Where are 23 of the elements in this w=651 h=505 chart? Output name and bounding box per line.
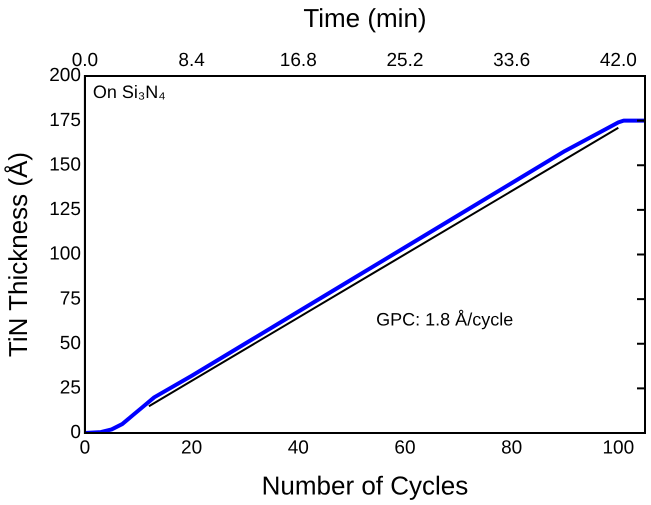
x2-tick-label: 33.6 (493, 50, 530, 71)
x-tick-label: 100 (602, 438, 634, 459)
x2-tick-label: 16.8 (280, 50, 317, 71)
x-tick-label: 40 (288, 438, 309, 459)
annotation: GPC: 1.8 Å/cycle (376, 310, 514, 330)
x-tick-label: 20 (181, 438, 202, 459)
x2-tick-label: 8.4 (178, 50, 206, 71)
x-axis-title: Number of Cycles (262, 470, 468, 501)
x2-tick-label: 25.2 (386, 50, 424, 71)
y-tick-label: 100 (49, 244, 81, 265)
y-tick-label: 75 (60, 288, 81, 310)
y-tick-label: 175 (49, 110, 81, 131)
y-axis-title: TiN Thickness (Å) (2, 152, 33, 358)
y-tick-label: 0 (70, 422, 81, 444)
x2-tick-label: 42.0 (600, 50, 637, 71)
x2-axis-title: Time (min) (303, 2, 427, 33)
y-tick-label: 50 (60, 332, 81, 354)
x-tick-label: 80 (501, 438, 522, 459)
x-tick-label: 60 (394, 438, 416, 459)
y-tick-label: 125 (49, 199, 81, 220)
y-tick-label: 25 (60, 378, 81, 399)
y-tick-label: 150 (49, 154, 81, 176)
annotation: On Si₃N₄ (92, 82, 166, 102)
